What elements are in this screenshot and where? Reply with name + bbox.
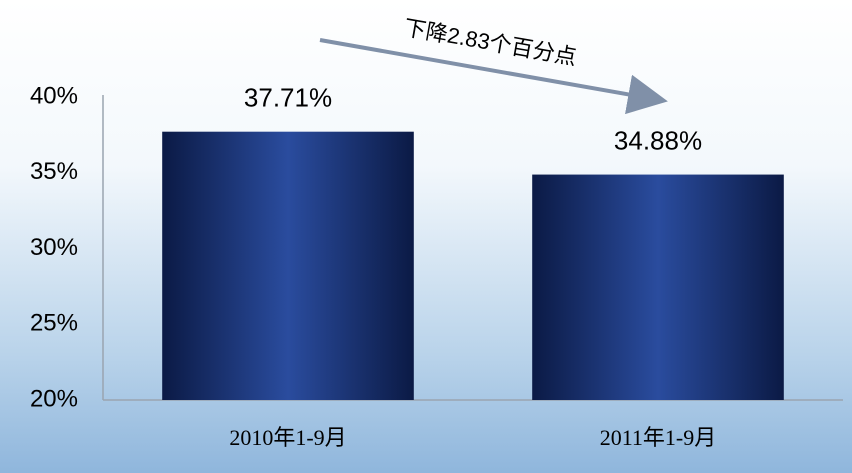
y-tick-label: 20% <box>30 385 78 412</box>
bar <box>532 174 784 400</box>
y-tick-label: 35% <box>30 158 78 185</box>
bar <box>162 131 414 401</box>
x-tick-label: 2010年1-9月 <box>229 425 346 450</box>
value-label: 34.88% <box>614 125 702 155</box>
y-tick-label: 25% <box>30 310 78 337</box>
value-label: 37.71% <box>244 83 332 113</box>
x-tick-label: 2011年1-9月 <box>600 425 717 450</box>
y-tick-label: 30% <box>30 234 78 261</box>
annotation-arrow <box>319 38 668 115</box>
y-tick-label: 40% <box>30 82 78 109</box>
